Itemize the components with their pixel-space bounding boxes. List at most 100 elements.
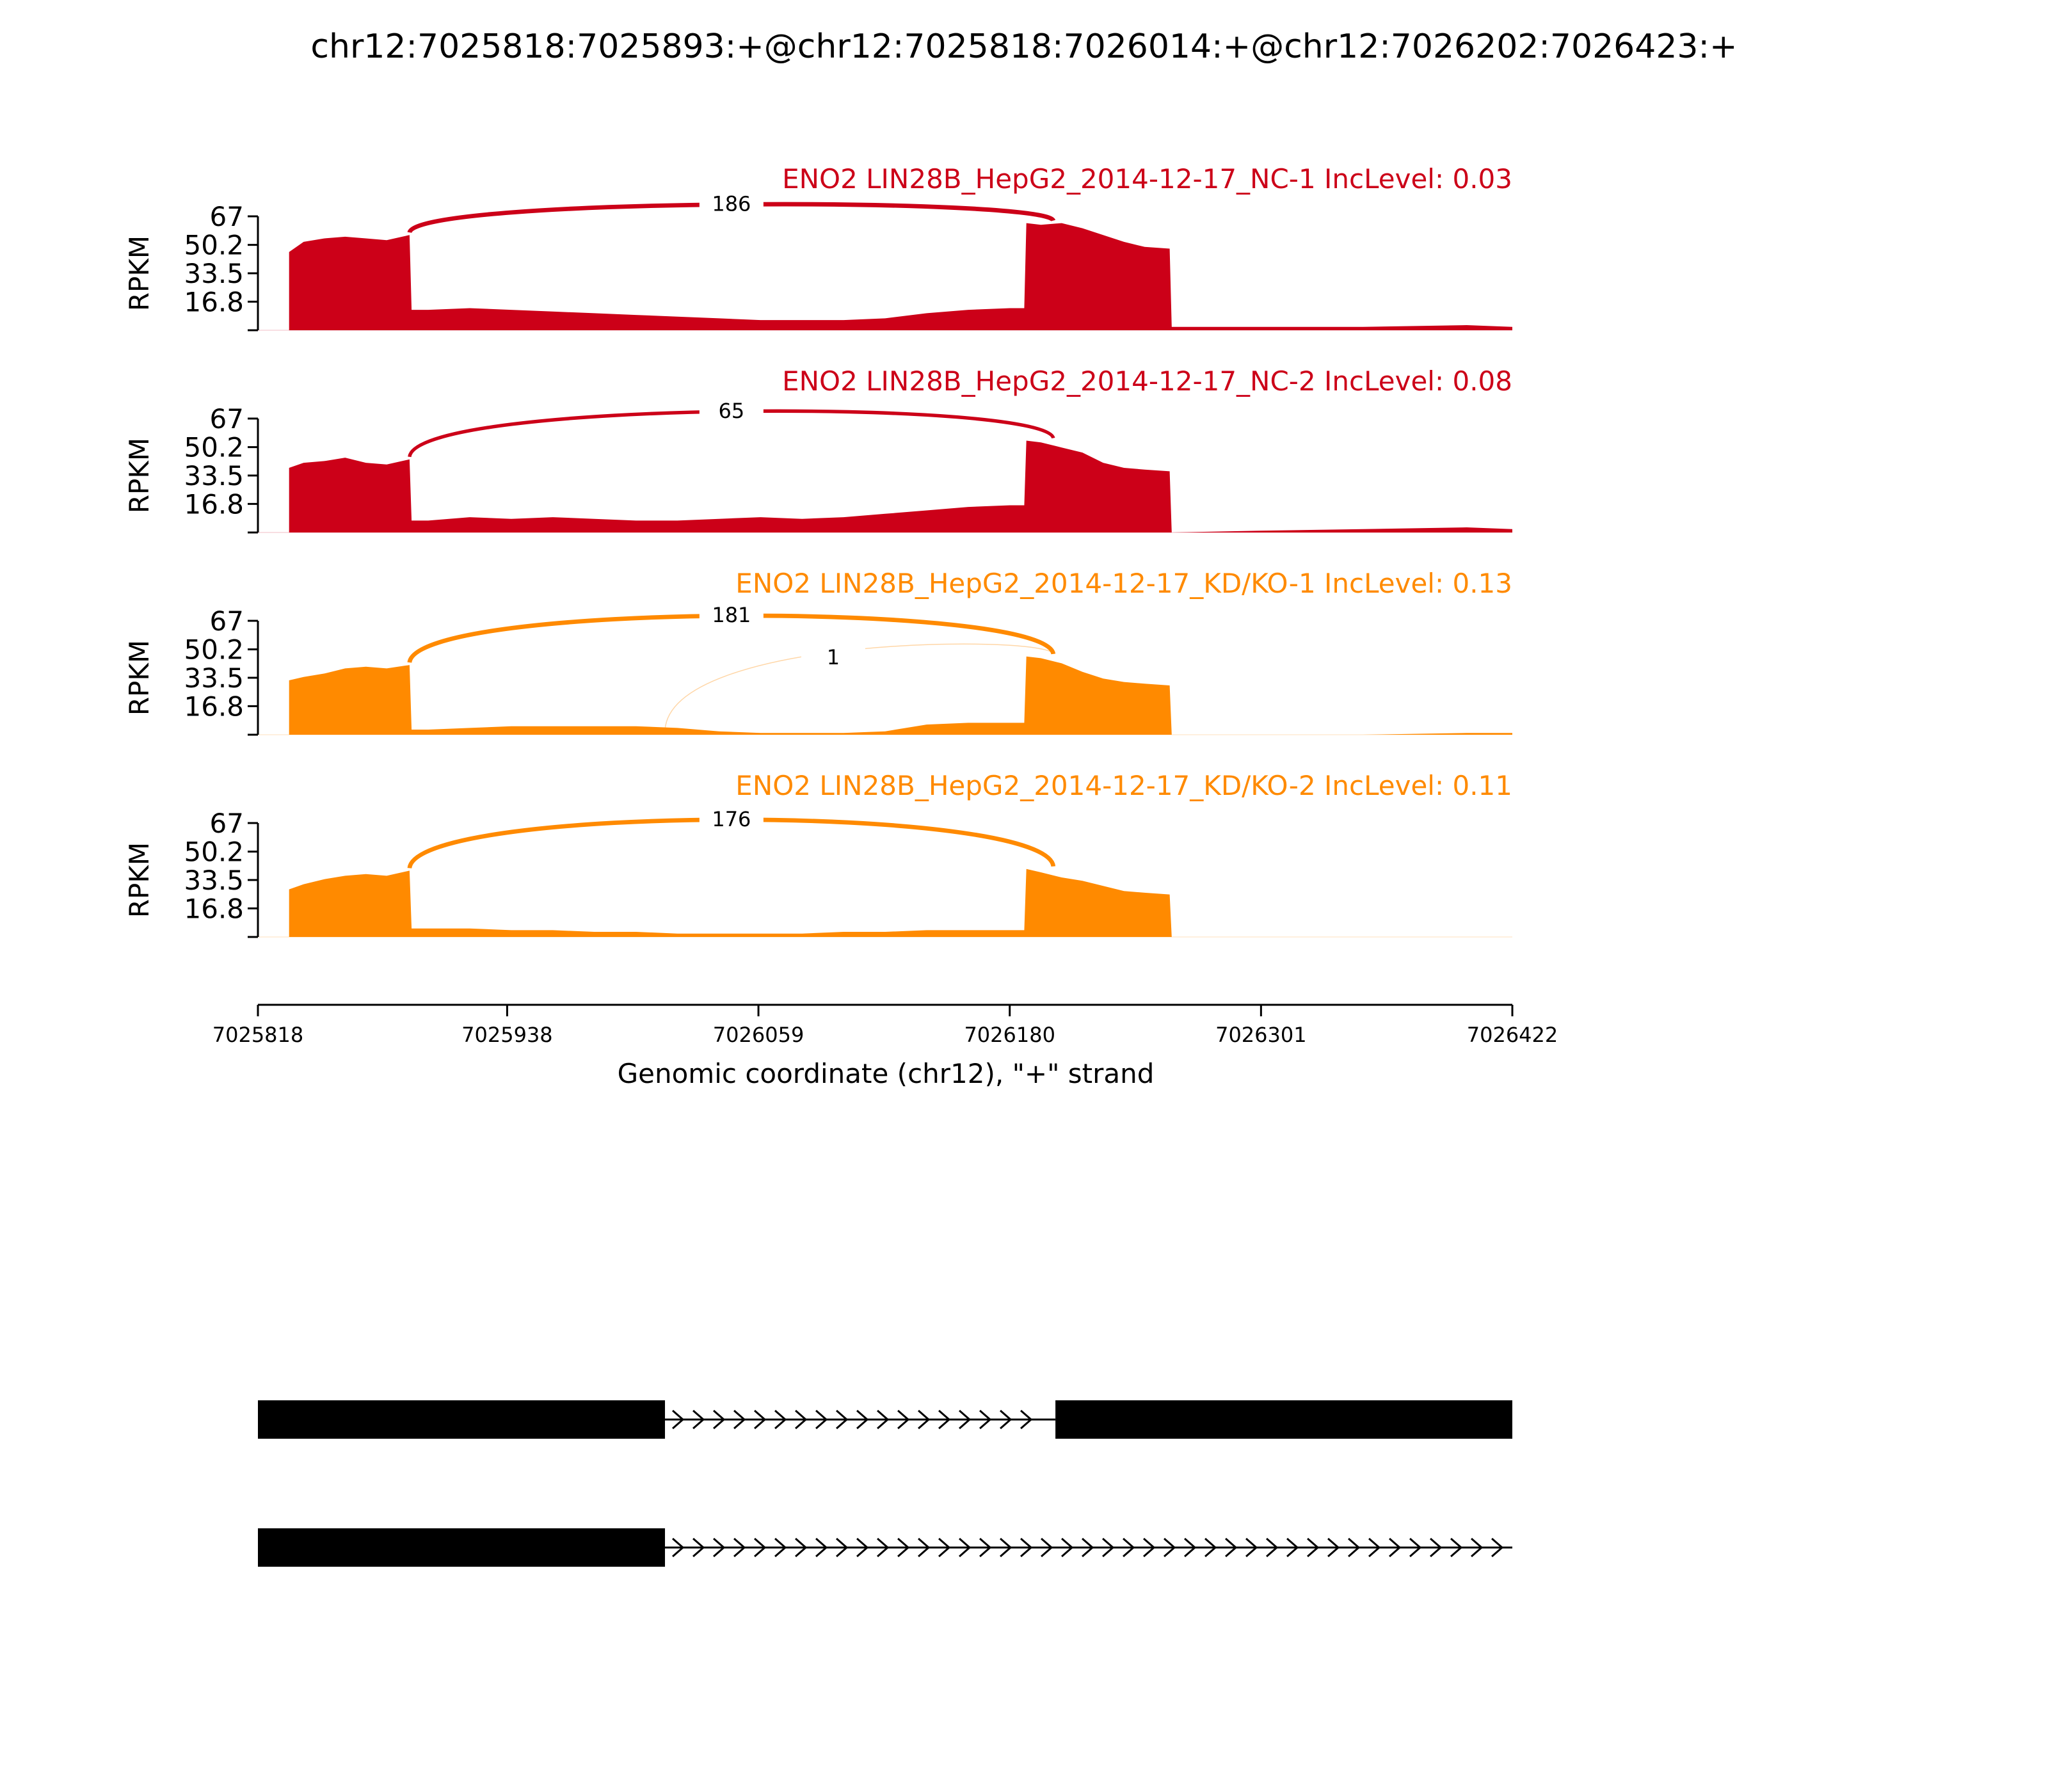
track-label: ENO2 LIN28B_HepG2_2014-12-17_NC-2 IncLev… bbox=[782, 365, 1512, 397]
strand-arrow-icon bbox=[1368, 1537, 1381, 1558]
y-tick-label: 67 bbox=[210, 201, 244, 232]
isoform-models bbox=[258, 1400, 1512, 1567]
strand-arrow-icon bbox=[692, 1537, 705, 1558]
strand-arrow-icon bbox=[959, 1537, 972, 1558]
strand-arrow-icon bbox=[1123, 1537, 1135, 1558]
coverage-area bbox=[289, 656, 1513, 735]
y-tick-label: 67 bbox=[210, 403, 244, 435]
strand-arrow-icon bbox=[1266, 1537, 1279, 1558]
strand-arrow-icon bbox=[1000, 1537, 1012, 1558]
y-tick-label: 50.2 bbox=[184, 836, 244, 868]
strand-arrow-icon bbox=[733, 1409, 746, 1430]
junction-count: 1 bbox=[827, 645, 840, 669]
junction-count-box bbox=[699, 397, 764, 422]
strand-arrow-icon bbox=[938, 1537, 951, 1558]
y-axis-label: RPKM bbox=[124, 236, 155, 311]
strand-arrow-icon bbox=[1225, 1537, 1238, 1558]
strand-arrow-icon bbox=[918, 1537, 931, 1558]
x-axis-label: Genomic coordinate (chr12), "+" strand bbox=[618, 1058, 1155, 1089]
x-tick-label: 7026301 bbox=[1215, 1023, 1307, 1047]
strand-arrow-icon bbox=[754, 1409, 767, 1430]
junction-count: 65 bbox=[719, 399, 745, 423]
junction-count-box bbox=[699, 190, 764, 215]
junction-count-box bbox=[801, 644, 865, 668]
coverage-area bbox=[289, 223, 1513, 330]
y-tick-label: 50.2 bbox=[184, 230, 244, 261]
strand-arrow-icon bbox=[713, 1409, 726, 1430]
junction-count: 181 bbox=[712, 603, 751, 627]
strand-arrow-icon bbox=[979, 1409, 992, 1430]
x-tick-label: 7025818 bbox=[212, 1023, 304, 1047]
strand-arrow-icon bbox=[1041, 1537, 1053, 1558]
strand-arrow-icon bbox=[1245, 1537, 1258, 1558]
strand-arrow-icon bbox=[795, 1537, 808, 1558]
strand-arrow-icon bbox=[754, 1537, 767, 1558]
strand-arrow-icon bbox=[1082, 1537, 1094, 1558]
strand-arrow-icon bbox=[959, 1409, 972, 1430]
y-tick-label: 16.8 bbox=[184, 691, 244, 722]
strand-arrow-icon bbox=[1491, 1537, 1504, 1558]
strand-arrow-icon bbox=[733, 1537, 746, 1558]
strand-arrow-icon bbox=[1020, 1409, 1033, 1430]
strand-arrow-icon bbox=[897, 1537, 910, 1558]
strand-arrow-icon bbox=[1348, 1537, 1361, 1558]
y-tick-label: 16.8 bbox=[184, 488, 244, 520]
strand-arrow-icon bbox=[1450, 1537, 1463, 1558]
strand-arrow-icon bbox=[1000, 1409, 1012, 1430]
y-axis-label: RPKM bbox=[124, 640, 155, 716]
track-label: ENO2 LIN28B_HepG2_2014-12-17_NC-1 IncLev… bbox=[782, 163, 1512, 195]
strand-arrow-icon bbox=[938, 1409, 951, 1430]
strand-arrow-icon bbox=[897, 1409, 910, 1430]
strand-arrow-icon bbox=[672, 1537, 685, 1558]
strand-arrow-icon bbox=[815, 1409, 828, 1430]
strand-arrow-icon bbox=[1184, 1537, 1197, 1558]
strand-arrow-icon bbox=[877, 1409, 890, 1430]
track-label: ENO2 LIN28B_HepG2_2014-12-17_KD/KO-1 Inc… bbox=[735, 568, 1512, 599]
strand-arrow-icon bbox=[1061, 1537, 1074, 1558]
y-axis-label: RPKM bbox=[124, 842, 155, 918]
junction-count-box bbox=[699, 805, 764, 830]
strand-arrow-icon bbox=[1204, 1537, 1217, 1558]
junction-count: 176 bbox=[712, 807, 751, 831]
strand-arrow-icon bbox=[836, 1409, 849, 1430]
junction-count-box bbox=[699, 602, 764, 627]
x-tick-label: 7025938 bbox=[461, 1023, 553, 1047]
x-tick-label: 7026059 bbox=[713, 1023, 804, 1047]
y-tick-label: 67 bbox=[210, 808, 244, 839]
strand-arrow-icon bbox=[1327, 1537, 1340, 1558]
y-tick-label: 33.5 bbox=[184, 662, 244, 694]
strand-arrow-icon bbox=[1286, 1537, 1299, 1558]
strand-arrow-icon bbox=[856, 1409, 869, 1430]
isoform-track bbox=[258, 1528, 1512, 1567]
exon-block bbox=[1055, 1400, 1512, 1439]
strand-arrow-icon bbox=[1389, 1537, 1402, 1558]
y-tick-label: 16.8 bbox=[184, 893, 244, 924]
strand-arrow-icon bbox=[815, 1537, 828, 1558]
coverage-area bbox=[289, 868, 1513, 937]
strand-arrow-icon bbox=[713, 1537, 726, 1558]
strand-arrow-icon bbox=[856, 1537, 869, 1558]
y-tick-label: 50.2 bbox=[184, 634, 244, 666]
strand-arrow-icon bbox=[672, 1409, 685, 1430]
chart-title: chr12:7025818:7025893:+@chr12:7025818:70… bbox=[310, 28, 1737, 66]
strand-arrow-icon bbox=[1471, 1537, 1484, 1558]
strand-arrow-icon bbox=[877, 1537, 890, 1558]
strand-arrow-icon bbox=[774, 1409, 787, 1430]
strand-arrow-icon bbox=[1430, 1537, 1443, 1558]
coverage-area bbox=[289, 440, 1513, 532]
isoform-track bbox=[258, 1400, 1512, 1439]
strand-arrow-icon bbox=[795, 1409, 808, 1430]
strand-arrow-icon bbox=[1164, 1537, 1176, 1558]
y-tick-label: 33.5 bbox=[184, 460, 244, 492]
x-tick-label: 7026180 bbox=[964, 1023, 1055, 1047]
y-tick-label: 33.5 bbox=[184, 258, 244, 289]
x-tick-label: 7026422 bbox=[1467, 1023, 1558, 1047]
strand-arrow-icon bbox=[1020, 1537, 1033, 1558]
y-tick-label: 67 bbox=[210, 605, 244, 637]
